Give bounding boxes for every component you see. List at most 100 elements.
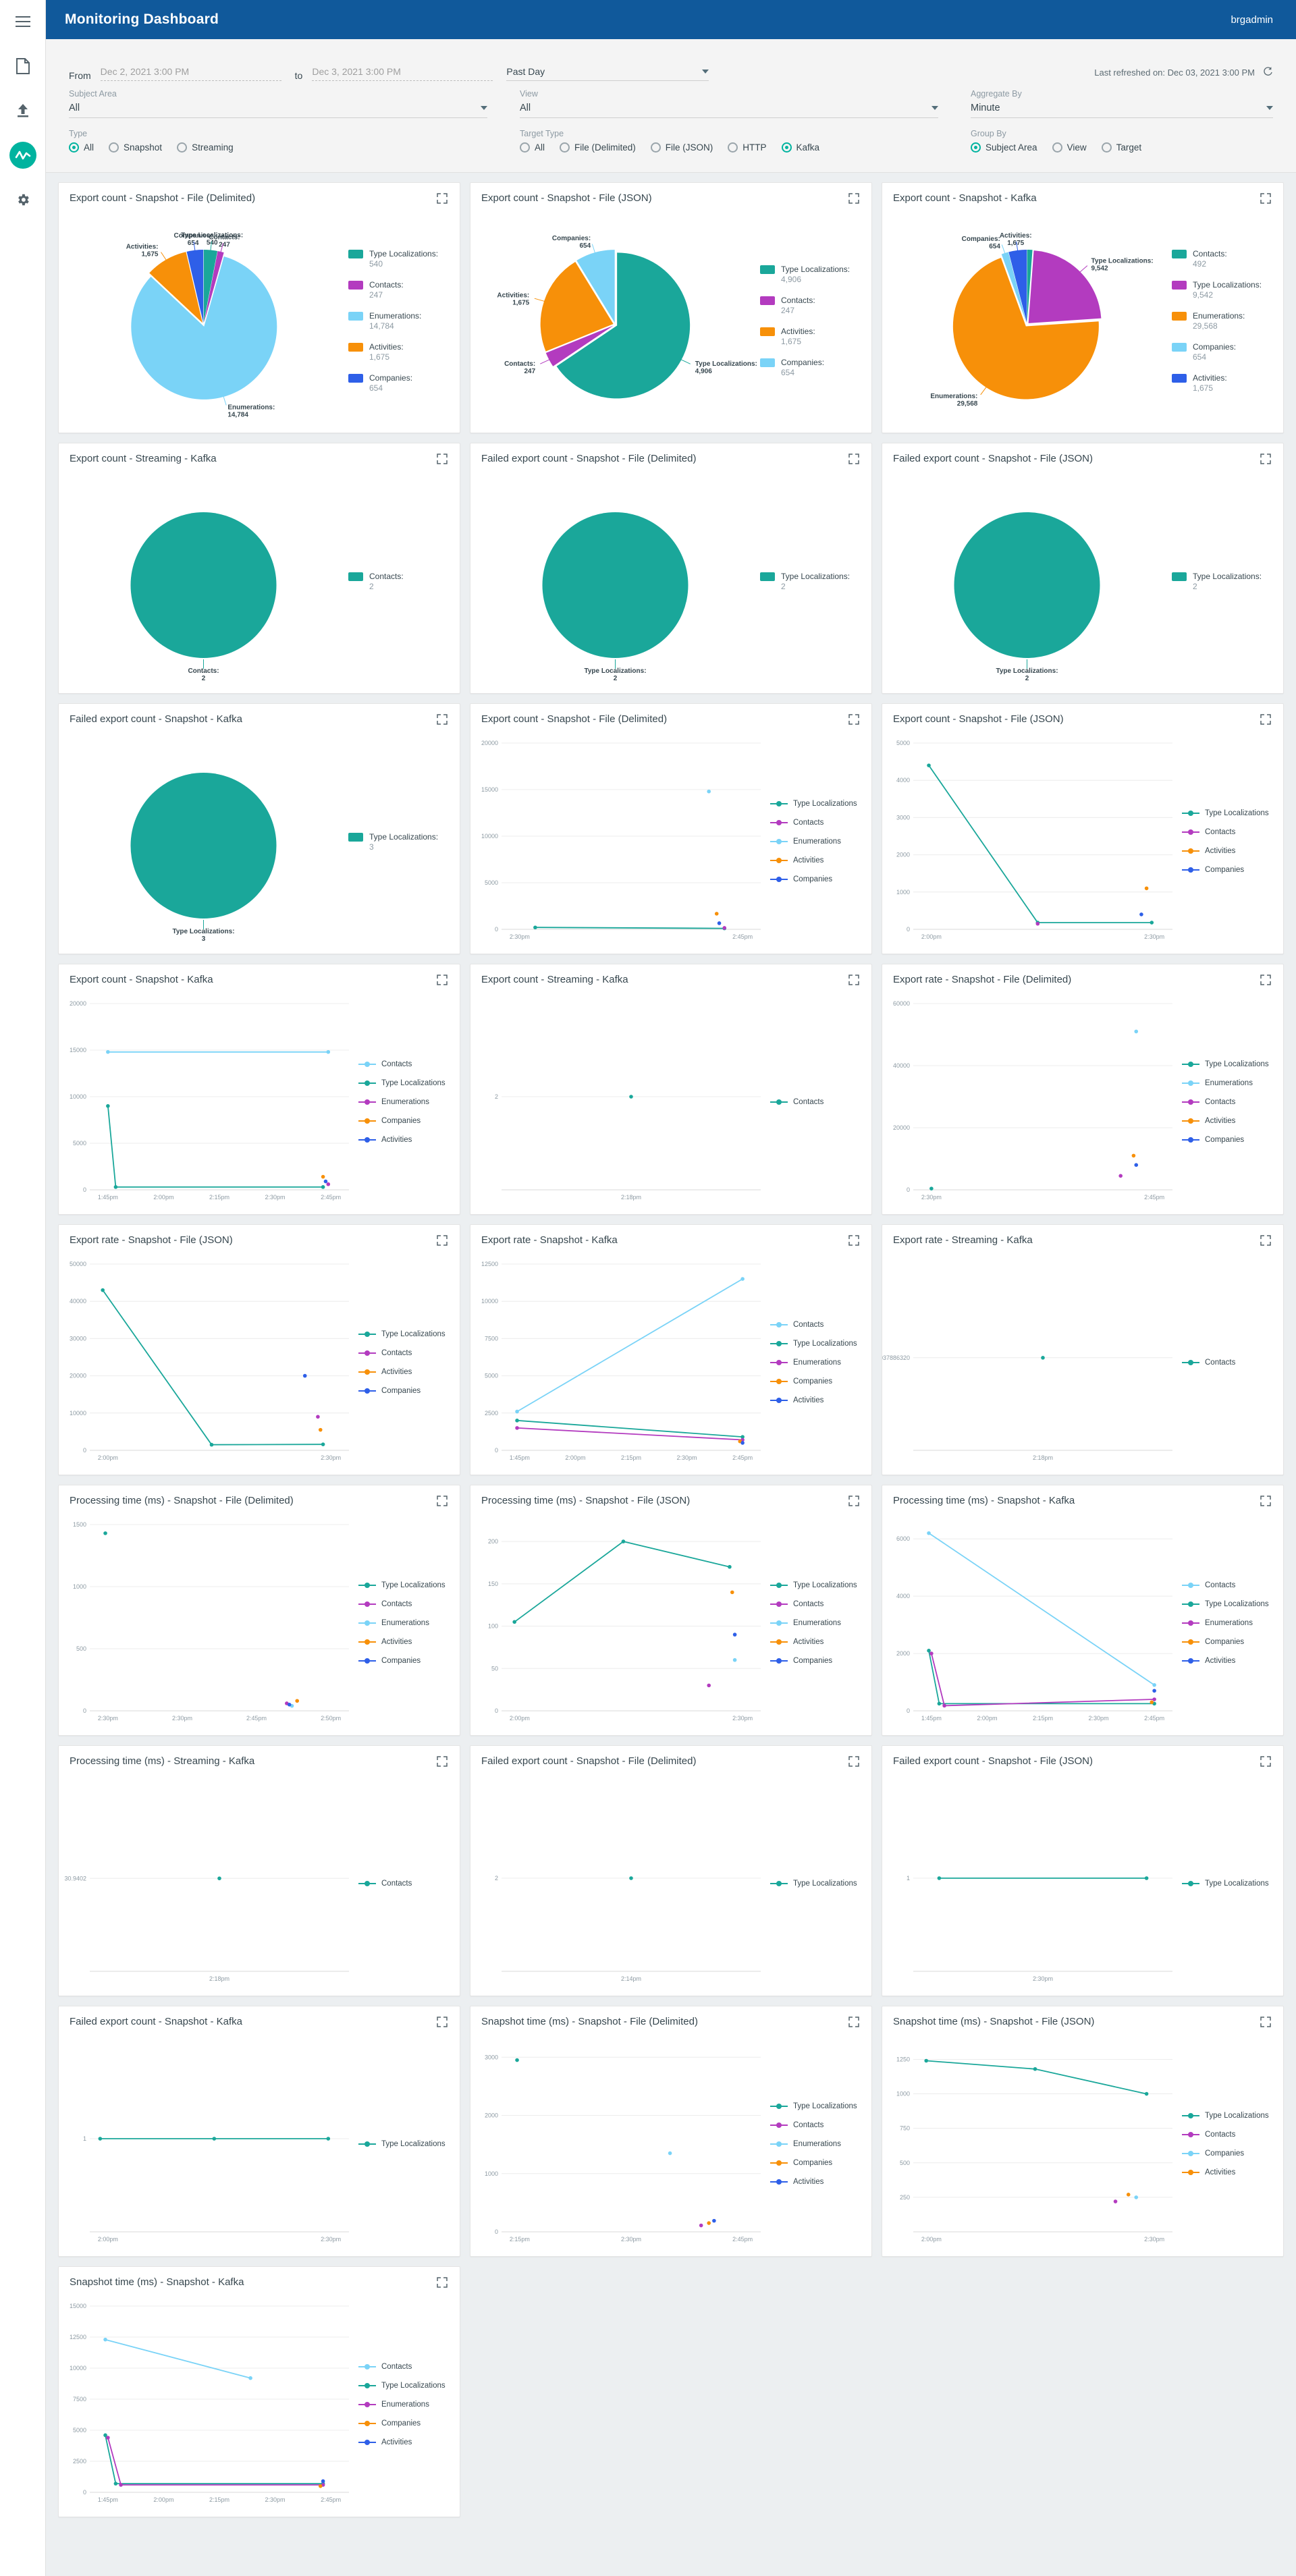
radio-button-icon[interactable] <box>520 142 530 153</box>
legend-item[interactable]: Type Localizations: 2 <box>760 571 865 591</box>
monitor-icon[interactable] <box>8 140 38 170</box>
data-point[interactable] <box>722 926 727 930</box>
radio-target-type-file-delimited[interactable]: File (Delimited) <box>560 142 636 153</box>
legend-item[interactable]: Activities <box>358 1136 453 1144</box>
radio-button-icon[interactable] <box>1101 142 1112 153</box>
expand-icon[interactable] <box>435 2015 450 2030</box>
refresh-icon[interactable] <box>1263 66 1273 78</box>
legend-item[interactable]: Enumerations <box>770 1359 865 1367</box>
legend-item[interactable]: Activities <box>770 2178 865 2186</box>
legend-item[interactable]: Contacts <box>770 819 865 827</box>
data-point[interactable] <box>937 1876 942 1880</box>
gear-icon[interactable] <box>8 185 38 215</box>
data-point[interactable] <box>515 1426 519 1430</box>
expand-icon[interactable] <box>1259 1755 1274 1770</box>
data-point[interactable] <box>1041 1356 1045 1360</box>
legend-item[interactable]: Contacts <box>1182 828 1276 836</box>
from-date-input[interactable]: Dec 2, 2021 3:00 PM <box>100 66 281 81</box>
data-point[interactable] <box>740 1441 745 1445</box>
pie-slice[interactable] <box>542 512 688 658</box>
legend-item[interactable]: Type Localizations: 2 <box>1172 571 1276 591</box>
legend-item[interactable]: Enumerations <box>358 1619 453 1627</box>
legend-item[interactable]: Activities: 1,675 <box>348 341 453 362</box>
expand-icon[interactable] <box>1259 713 1274 728</box>
data-point[interactable] <box>318 1427 323 1432</box>
legend-item[interactable]: Enumerations <box>770 2140 865 2148</box>
data-point[interactable] <box>1152 1689 1156 1693</box>
legend-item[interactable]: Activities <box>770 1396 865 1404</box>
data-point[interactable] <box>1035 921 1040 926</box>
data-point[interactable] <box>942 1703 946 1708</box>
legend-item[interactable]: Activities <box>770 1638 865 1646</box>
pie-slice[interactable] <box>1027 250 1033 323</box>
data-point[interactable] <box>1152 1682 1156 1687</box>
data-point[interactable] <box>209 1442 214 1447</box>
data-point[interactable] <box>1033 2066 1037 2071</box>
radio-button-icon[interactable] <box>971 142 981 153</box>
legend-item[interactable]: Type Localizations <box>358 2140 453 2148</box>
radio-button-icon[interactable] <box>177 142 188 153</box>
legend-item[interactable]: Contacts: 247 <box>760 295 865 315</box>
legend-item[interactable]: Enumerations <box>770 1619 865 1627</box>
user-label[interactable]: brgadmin <box>1231 13 1273 26</box>
data-point[interactable] <box>106 1104 110 1108</box>
data-point[interactable] <box>929 1186 934 1190</box>
data-point[interactable] <box>668 2151 672 2156</box>
data-point[interactable] <box>1134 1029 1139 1034</box>
radio-button-icon[interactable] <box>560 142 570 153</box>
data-point[interactable] <box>937 1701 942 1706</box>
legend-item[interactable]: Type Localizations: 9,542 <box>1172 279 1276 300</box>
data-point[interactable] <box>113 1185 118 1189</box>
data-point[interactable] <box>1150 1700 1154 1705</box>
data-point[interactable] <box>1144 1876 1149 1880</box>
data-point[interactable] <box>712 2218 716 2223</box>
radio-group-by-subject-area[interactable]: Subject Area <box>971 142 1037 153</box>
legend-item[interactable]: Contacts <box>1182 1581 1276 1589</box>
data-point[interactable] <box>1134 1163 1139 1167</box>
legend-item[interactable]: Activities <box>358 1638 453 1646</box>
pie-slice[interactable] <box>204 251 224 323</box>
legend-item[interactable]: Companies <box>1182 866 1276 874</box>
legend-item[interactable]: Type Localizations <box>1182 809 1276 817</box>
legend-item[interactable]: Enumerations <box>1182 1619 1276 1627</box>
legend-item[interactable]: Companies <box>358 2419 453 2428</box>
expand-icon[interactable] <box>435 973 450 988</box>
data-point[interactable] <box>1118 1174 1123 1178</box>
legend-item[interactable]: Enumerations <box>358 1098 453 1106</box>
data-point[interactable] <box>740 1277 745 1281</box>
expand-icon[interactable] <box>435 452 450 467</box>
data-point[interactable] <box>1150 921 1154 925</box>
data-point[interactable] <box>515 1409 519 1414</box>
legend-item[interactable]: Companies <box>770 1657 865 1665</box>
legend-item[interactable]: Enumerations <box>358 2401 453 2409</box>
subject-area-select[interactable]: All <box>69 103 487 118</box>
pie-slice[interactable] <box>1008 250 1027 323</box>
data-point[interactable] <box>740 1435 745 1439</box>
expand-icon[interactable] <box>847 973 862 988</box>
data-point[interactable] <box>321 1185 325 1189</box>
pie-slice[interactable] <box>1028 250 1102 323</box>
data-point[interactable] <box>321 1442 325 1446</box>
pie-slice[interactable] <box>130 773 277 919</box>
data-point[interactable] <box>732 1657 737 1662</box>
legend-item[interactable]: Type Localizations <box>1182 1880 1276 1888</box>
legend-item[interactable]: Companies: 654 <box>760 357 865 377</box>
to-date-input[interactable]: Dec 3, 2021 3:00 PM <box>312 66 493 81</box>
pie-slice[interactable] <box>130 512 277 658</box>
expand-icon[interactable] <box>1259 452 1274 467</box>
radio-button-icon[interactable] <box>650 142 661 153</box>
legend-item[interactable]: Contacts: 247 <box>348 279 453 300</box>
legend-item[interactable]: Type Localizations <box>770 1340 865 1348</box>
pie-slice[interactable] <box>1001 252 1027 323</box>
pie-slice[interactable] <box>149 252 203 323</box>
legend-item[interactable]: Activities <box>1182 847 1276 855</box>
legend-item[interactable]: Companies: 654 <box>348 373 453 393</box>
data-point[interactable] <box>1134 2195 1139 2199</box>
radio-group-by-target[interactable]: Target <box>1101 142 1141 153</box>
legend-item[interactable]: Type Localizations <box>358 1079 453 1087</box>
data-point[interactable] <box>321 1174 325 1179</box>
data-point[interactable] <box>119 2483 123 2487</box>
legend-item[interactable]: Activities <box>358 2438 453 2446</box>
expand-icon[interactable] <box>847 1494 862 1509</box>
legend-item[interactable]: Companies <box>358 1387 453 1395</box>
